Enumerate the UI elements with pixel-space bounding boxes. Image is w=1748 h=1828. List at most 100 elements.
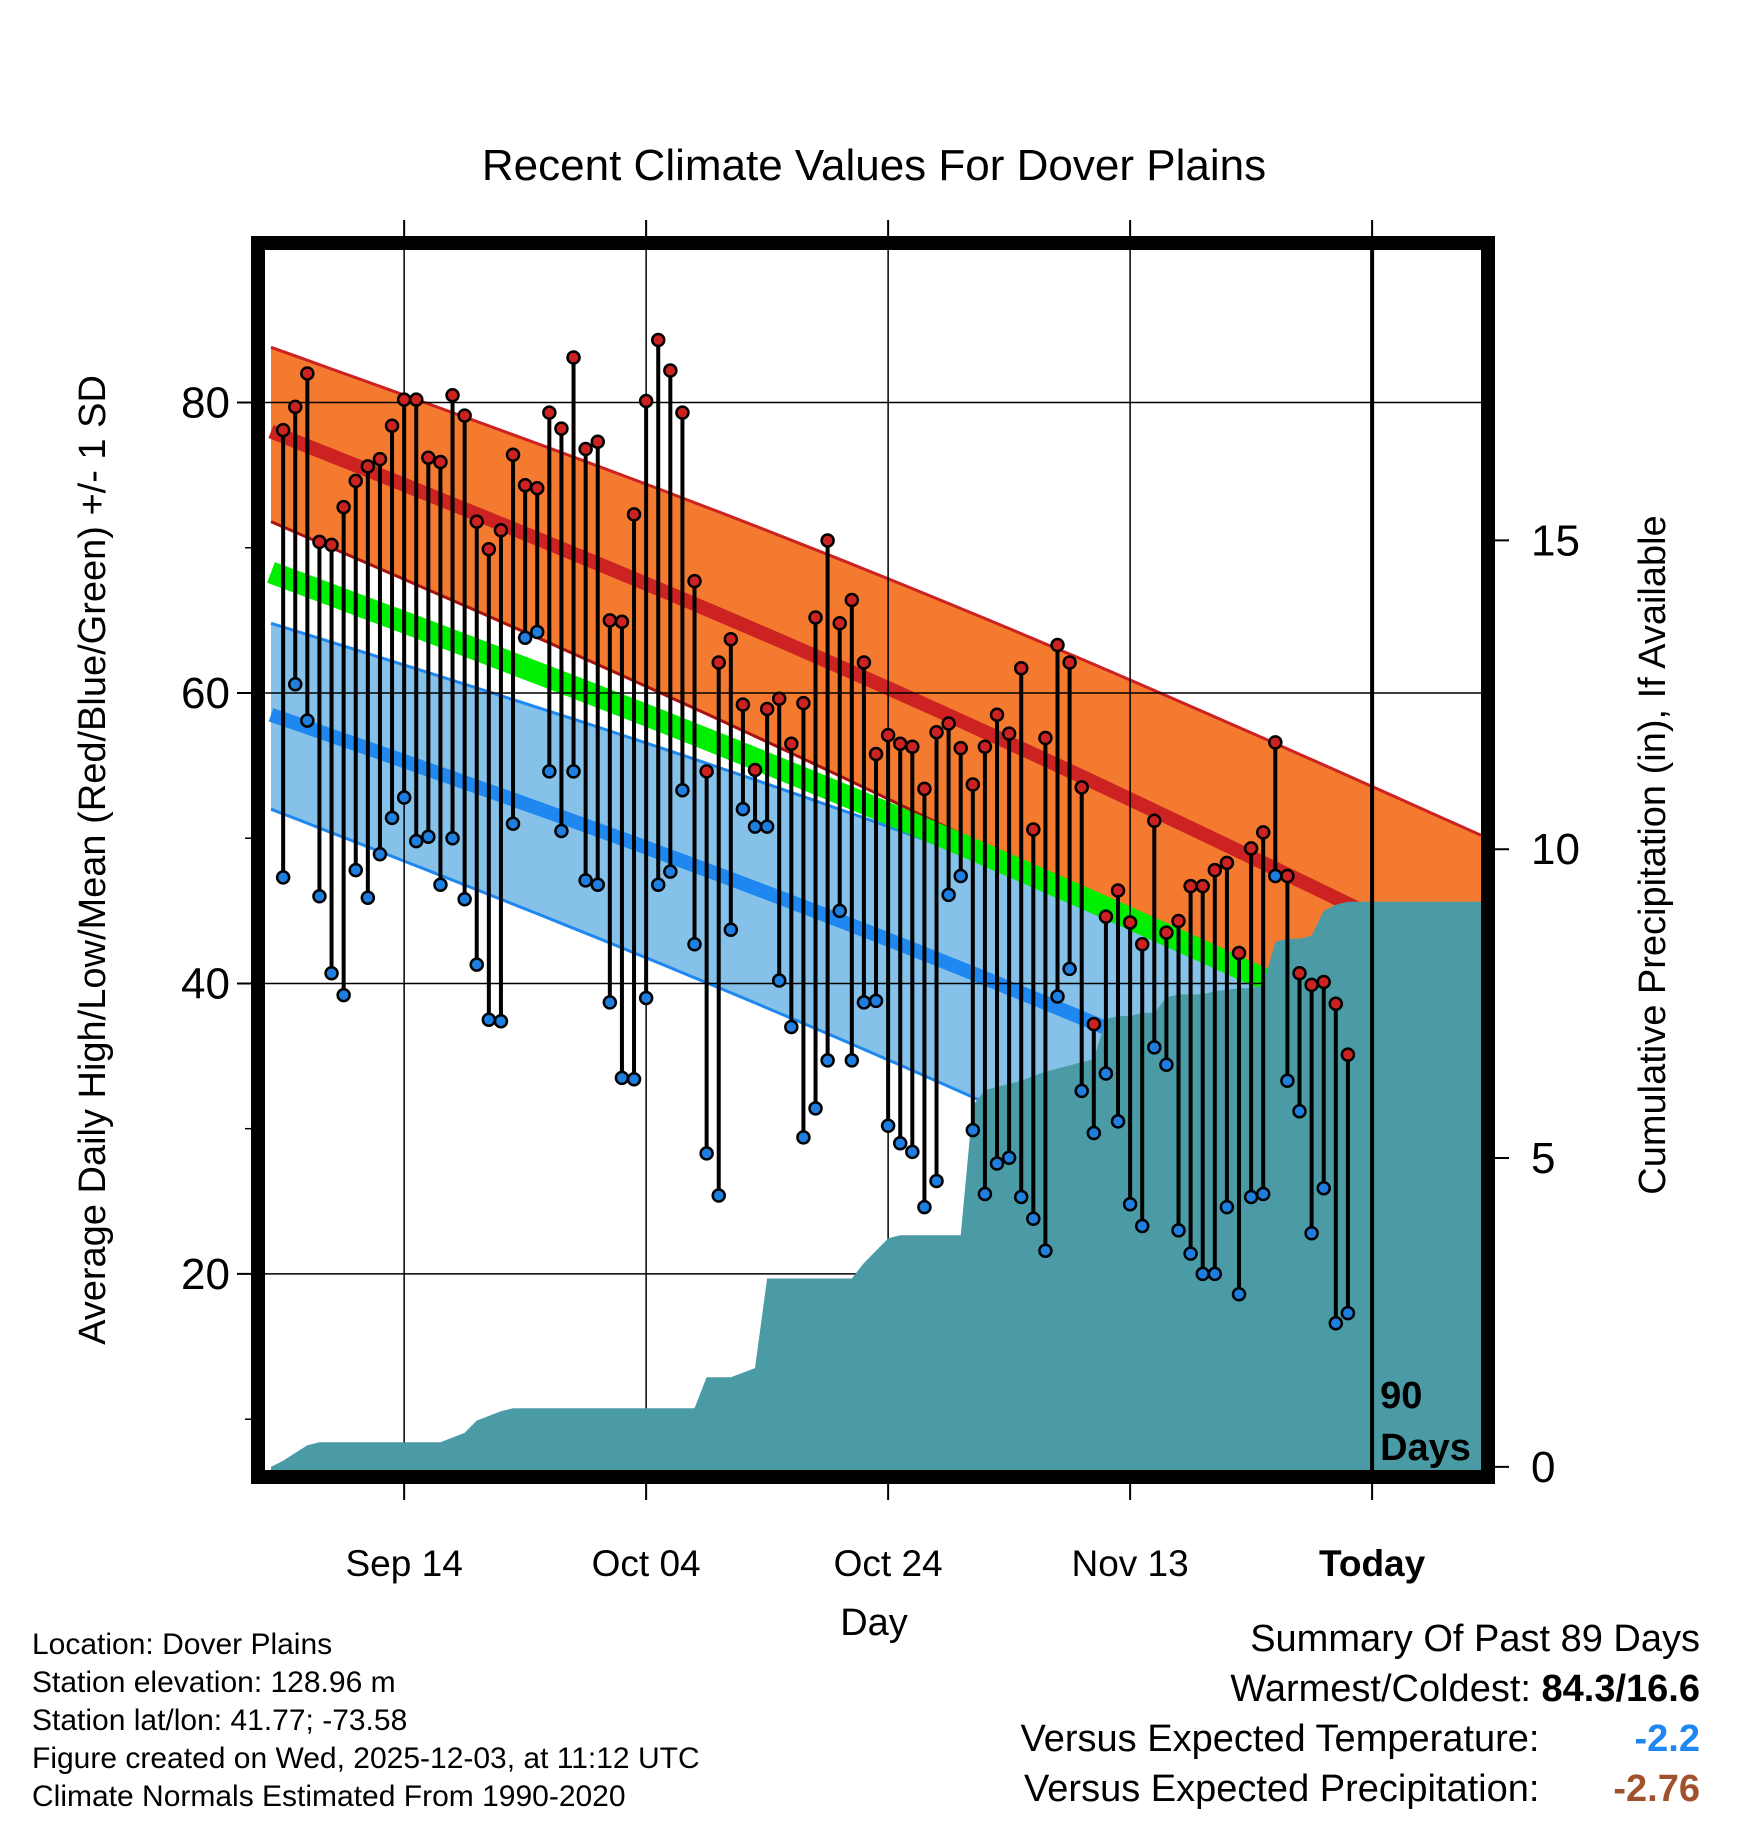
precip-departure-value: -2.76 [1613,1768,1700,1810]
summary-warmest-row: Warmest/Coldest: 84.3/16.6 [1021,1664,1700,1714]
high-temp-point [626,507,642,522]
low-temp-point [324,966,339,981]
high-temp-point [1013,661,1029,676]
high-temp-point [1026,822,1041,837]
high-temp-point [312,534,327,550]
high-temp-point [1243,841,1259,856]
high-temp-point [735,697,751,712]
low-temp-point [784,1019,799,1035]
low-temp-point [1026,1211,1041,1226]
high-temp-point [1147,813,1162,829]
high-temp-point [868,746,884,762]
low-temp-point [965,1122,981,1138]
station-info: Location: Dover Plains Station elevation… [32,1626,700,1816]
y-tick-label: 80 [181,379,230,428]
normals-text: Climate Normals Estimated From 1990-2020 [32,1780,626,1813]
low-temp-point [1038,1243,1053,1258]
high-temp-point [650,332,666,348]
low-temp-point [614,1070,630,1086]
high-temp-point [880,727,896,743]
x-axis-label: Day [840,1602,908,1644]
high-temp-point [1134,936,1150,952]
low-temp-point [1183,1246,1198,1261]
high-temp-point [1098,909,1114,924]
high-temp-point [324,537,339,553]
low-temp-point [905,1144,920,1160]
low-temp-point [1316,1180,1331,1196]
low-temp-point [941,887,956,903]
low-temp-point [590,877,605,892]
low-temp-point [360,890,376,906]
summary-heading: Summary Of Past 89 Days [1250,1618,1700,1660]
x-tick-label: Oct 04 [592,1543,701,1584]
low-temp-point [421,829,436,845]
high-temp-point [360,459,376,474]
high-temp-point [784,736,799,752]
high-temp-point [1255,825,1271,840]
low-temp-point [977,1186,993,1202]
high-temp-point [433,454,448,470]
y2-tick-label: 0 [1531,1443,1555,1492]
y-tick-label: 20 [181,1250,230,1299]
chart-title: Recent Climate Values For Dover Plains [482,141,1266,190]
low-temp-point [723,922,739,937]
high-temp-point [1086,1016,1102,1032]
high-temp-point [638,393,654,409]
today-days-label: 90 [1380,1375,1422,1417]
high-temp-point [1159,925,1174,940]
low-temp-point [372,846,388,862]
low-temp-point [1195,1266,1210,1282]
plot-frame [251,236,1495,1484]
high-temp-point [687,573,702,589]
x-tick-label: Sep 14 [346,1543,463,1584]
high-temp-point [917,781,932,797]
low-temp-point [1062,961,1077,977]
high-temp-point [384,418,400,433]
low-temp-point [602,995,618,1010]
low-temp-point [711,1188,726,1203]
high-temp-point [1207,862,1223,878]
high-temp-point [614,614,630,630]
high-temp-point [529,480,545,496]
high-temp-point [372,451,388,467]
low-temp-point [336,987,351,1003]
high-temp-point [1183,878,1198,894]
low-temp-point [759,819,775,834]
high-temp-point [1050,637,1065,653]
low-temp-point [1255,1186,1271,1202]
location-text: Location: Dover Plains [32,1628,333,1661]
low-temp-point [771,973,787,988]
high-temp-point [989,707,1005,723]
low-temp-point [844,1053,860,1068]
high-temp-point [1038,730,1053,746]
high-temp-point [1122,915,1138,930]
low-temp-point [880,1118,896,1134]
low-temp-point [1243,1189,1259,1205]
low-temp-point [1280,1073,1295,1089]
low-temp-point [929,1173,944,1189]
low-temp-point [1134,1218,1150,1234]
low-temp-point [1219,1199,1235,1215]
summary-precip-row: Versus Expected Precipitation: -2.76 [1021,1764,1700,1814]
low-temp-point [1328,1316,1344,1331]
low-temp-point [493,1013,509,1029]
high-temp-point [554,421,569,436]
low-temp-point [542,764,557,779]
y-tick-label: 40 [181,959,230,1008]
low-temp-point [1292,1104,1307,1119]
high-temp-point [1340,1047,1356,1062]
low-temp-point [917,1199,932,1215]
low-temp-point [1050,989,1065,1004]
high-temp-point [1292,966,1307,981]
y2-tick-label: 15 [1531,516,1580,565]
y2-tick-label: 5 [1531,1134,1555,1183]
low-temp-point [1231,1287,1247,1302]
summary-temp-row: Versus Expected Temperature: -2.2 [1021,1714,1700,1764]
high-temp-point [977,739,993,754]
precip-departure-label: Versus Expected Precipitation: [1024,1768,1540,1810]
warmest-value: 84.3/16.6 [1541,1668,1700,1710]
elevation-text: Station elevation: 128.96 m [32,1666,396,1699]
low-temp-point [517,630,533,646]
low-temp-point [396,790,412,805]
